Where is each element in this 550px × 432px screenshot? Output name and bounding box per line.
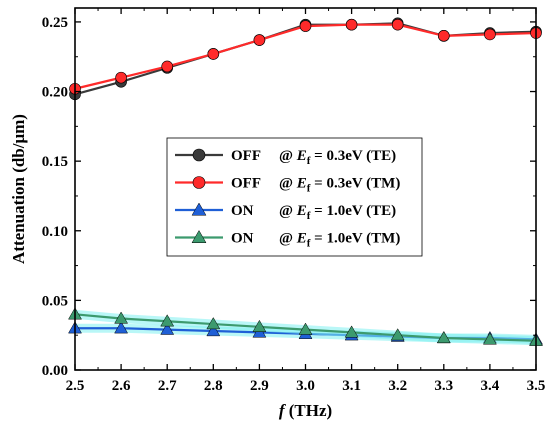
legend-marker [191, 202, 207, 216]
y-tick-label: 0.25 [42, 15, 68, 31]
data-point [299, 20, 312, 32]
data-point [114, 311, 129, 324]
legend-marker [192, 176, 206, 189]
legend-state: OFF [231, 176, 261, 192]
legend-marker [191, 229, 207, 243]
legend-sub: f [307, 155, 311, 167]
data-point [298, 322, 313, 335]
data-point [115, 71, 127, 84]
legend-label: OFF @ Ef = 0.3eV (TM) [231, 176, 400, 195]
x-tick-label: 3.0 [296, 378, 315, 394]
y-tick-label: 0.00 [42, 363, 68, 379]
legend-at: @ [279, 176, 297, 192]
legend-state: OFF [231, 148, 261, 164]
legend-item-3: ON @ Ef = 1.0eV (TE) [175, 202, 396, 222]
legend-var: E [296, 203, 307, 219]
legend-state: ON [231, 203, 254, 219]
y-tick-label: 0.10 [42, 224, 68, 240]
series-layer [68, 17, 543, 346]
series-4 [68, 307, 543, 346]
data-point [252, 319, 267, 332]
data-point [160, 314, 175, 327]
legend-var: E [296, 176, 307, 192]
legend-item-1: OFF @ Ef = 0.3eV (TE) [175, 148, 396, 167]
legend-at: @ [279, 231, 297, 247]
x-tick-label: 2.5 [66, 378, 85, 394]
legend-rest: = 0.3eV (TE) [310, 148, 396, 164]
x-tick-label: 3.2 [388, 378, 407, 394]
data-point [207, 48, 220, 60]
x-tick-label: 2.9 [250, 378, 269, 394]
x-axis-variable: f [279, 401, 287, 420]
legend-sub: f [307, 183, 311, 195]
ticks-layer: 2.5 2.6 2.7 2.8 2.9 3.0 3.1 3.2 3.3 3.4 3.5 0.00 0.0… [42, 8, 546, 394]
x-tick-label: 3.1 [342, 378, 361, 394]
data-point [482, 332, 497, 345]
y-axis-title: Attenuation (db/μm) [9, 114, 28, 264]
x-tick-label: 3.3 [434, 378, 453, 394]
series-line [74, 22, 537, 96]
data-point [206, 317, 221, 330]
legend-rest: = 1.0eV (TE) [310, 203, 396, 219]
x-tick-label: 3.5 [527, 378, 546, 394]
x-tick-label: 2.7 [158, 378, 177, 394]
y-tick-label: 0.05 [42, 293, 68, 309]
legend-rest: = 1.0eV (TM) [310, 231, 400, 247]
x-tick-label: 2.6 [112, 378, 131, 394]
x-axis-title: f (THz) [279, 401, 332, 420]
legend-var: E [296, 148, 307, 164]
data-point [161, 60, 173, 73]
data-point [436, 330, 451, 344]
data-point [437, 30, 450, 42]
legend-at: @ [279, 203, 297, 219]
series-line [74, 23, 537, 90]
x-tick-label: 3.4 [481, 378, 500, 394]
data-point [253, 34, 266, 46]
legend-state: ON [231, 231, 254, 247]
legend-label: ON @ Ef = 1.0eV (TE) [231, 203, 396, 222]
legend-item-4: ON @ Ef = 1.0eV (TM) [175, 229, 400, 250]
data-point [391, 18, 404, 31]
data-point [206, 324, 221, 337]
legend-sub: f [307, 210, 311, 222]
x-axis-unit: (THz) [284, 401, 332, 420]
data-point [390, 328, 405, 341]
legend-sub: f [307, 238, 311, 250]
series-2 [69, 18, 542, 95]
data-point [344, 325, 359, 338]
data-point [345, 18, 358, 31]
y-tick-label: 0.20 [42, 85, 68, 101]
legend-item-2: OFF @ Ef = 0.3eV (TM) [175, 176, 400, 195]
legend-at: @ [279, 148, 297, 164]
y-tick-label: 0.15 [42, 154, 68, 170]
legend-marker [192, 148, 206, 162]
data-point [484, 28, 496, 41]
legend-label: OFF @ Ef = 0.3eV (TE) [231, 148, 396, 167]
legend-label: ON @ Ef = 1.0eV (TM) [231, 231, 400, 250]
data-point [160, 322, 175, 335]
legend-var: E [296, 231, 307, 247]
x-tick-label: 2.8 [204, 378, 223, 394]
legend: OFF @ Ef = 0.3eV (TE) OFF @ Ef = 0.3eV (TM)… [166, 137, 423, 257]
legend-box [166, 137, 423, 257]
data-point [114, 321, 129, 334]
legend-rest: = 0.3eV (TM) [310, 176, 400, 192]
